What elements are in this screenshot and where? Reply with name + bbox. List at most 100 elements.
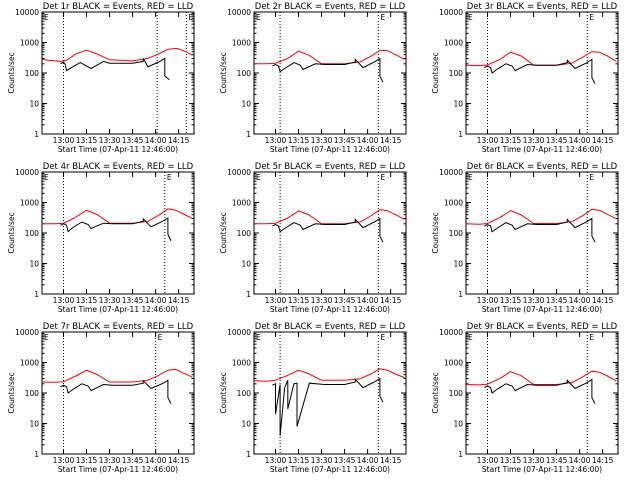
x-tick-label: 14:00 bbox=[357, 136, 379, 145]
y-tick-label: 10000 bbox=[439, 328, 463, 337]
detector-panel: Det 1r BLACK = Events, RED = LLD 1 10 100 10… bbox=[7, 2, 195, 154]
x-axis-label: Start Time (07-Apr-11 12:46:00) bbox=[270, 145, 390, 154]
lld-series-line bbox=[465, 370, 617, 386]
x-tick-label: 13:00 bbox=[477, 136, 499, 145]
flag-label: E bbox=[589, 333, 594, 342]
x-tick-label: 14:15 bbox=[380, 136, 402, 145]
detector-panel: Det 2r BLACK = Events, RED = LLD 1 10 100 10… bbox=[219, 2, 407, 154]
y-tick-label: 1000 bbox=[20, 359, 39, 368]
events-series-line bbox=[60, 217, 172, 242]
x-tick-label: 14:00 bbox=[569, 456, 591, 465]
y-tick-label: 1000 bbox=[444, 359, 463, 368]
flag-label: E bbox=[468, 333, 473, 342]
flag-label: E bbox=[380, 13, 385, 22]
events-series-line bbox=[60, 379, 172, 404]
y-axis-label: Counts/sec bbox=[431, 52, 440, 93]
y-tick-label: 10000 bbox=[227, 8, 251, 17]
events-series-line bbox=[272, 57, 384, 83]
y-axis-label: Counts/sec bbox=[7, 52, 16, 93]
y-tick-label: 1000 bbox=[444, 39, 463, 48]
panel-title: Det 3r BLACK = Events, RED = LLD bbox=[467, 2, 618, 12]
x-axis-label: Start Time (07-Apr-11 12:46:00) bbox=[58, 145, 178, 154]
flag-label: E bbox=[468, 13, 473, 22]
x-tick-label: 14:00 bbox=[569, 136, 591, 145]
x-axis-label: Start Time (07-Apr-11 12:46:00) bbox=[270, 465, 390, 474]
y-tick-label: 1 bbox=[246, 290, 251, 299]
y-axis-label: Counts/sec bbox=[219, 212, 228, 253]
panel-title: Det 8r BLACK = Events, RED = LLD bbox=[255, 322, 406, 332]
x-tick-label: 13:00 bbox=[265, 296, 287, 305]
flag-label: E bbox=[44, 13, 49, 22]
x-axis-label: Start Time (07-Apr-11 12:46:00) bbox=[482, 305, 602, 314]
lld-series-line bbox=[254, 209, 405, 225]
y-axis-label: Counts/sec bbox=[7, 212, 16, 253]
y-tick-label: 1000 bbox=[20, 199, 39, 208]
detector-panel: Det 6r BLACK = Events, RED = LLD 1 10 100 10… bbox=[431, 162, 619, 314]
y-tick-label: 10000 bbox=[227, 168, 251, 177]
x-tick-label: 13:45 bbox=[546, 136, 568, 145]
y-tick-label: 100 bbox=[237, 69, 252, 78]
detector-panel: Det 5r BLACK = Events, RED = LLD 1 10 100 10… bbox=[219, 162, 407, 314]
detector-panel: Det 8r BLACK = Events, RED = LLD 1 10 100 10… bbox=[219, 322, 407, 474]
x-tick-label: 14:15 bbox=[592, 136, 614, 145]
y-tick-label: 1 bbox=[458, 130, 463, 139]
x-tick-label: 13:30 bbox=[99, 456, 121, 465]
lld-series-line bbox=[41, 47, 193, 62]
y-tick-label: 1 bbox=[246, 450, 251, 459]
detector-panel: Det 4r BLACK = Events, RED = LLD 1 10 100 10… bbox=[7, 162, 195, 314]
flag-label: E bbox=[589, 173, 594, 182]
y-axis-label: Counts/sec bbox=[219, 372, 228, 413]
plot-frame bbox=[41, 11, 195, 135]
x-axis-label: Start Time (07-Apr-11 12:46:00) bbox=[58, 465, 178, 474]
panel-title: Det 2r BLACK = Events, RED = LLD bbox=[255, 2, 406, 12]
y-tick-label: 10 bbox=[241, 100, 251, 109]
x-tick-label: 13:30 bbox=[311, 136, 333, 145]
flag-label: E bbox=[380, 173, 385, 182]
x-tick-label: 13:15 bbox=[288, 136, 310, 145]
x-tick-label: 13:15 bbox=[500, 136, 522, 145]
x-tick-label: 13:00 bbox=[53, 296, 75, 305]
events-series-line bbox=[272, 217, 384, 243]
x-tick-label: 14:15 bbox=[168, 456, 190, 465]
plot-frame bbox=[465, 171, 619, 295]
y-tick-label: 10 bbox=[453, 420, 463, 429]
flag-label: E bbox=[380, 333, 385, 342]
y-tick-label: 10000 bbox=[227, 328, 251, 337]
flag-label: E bbox=[589, 13, 594, 22]
x-tick-label: 13:30 bbox=[311, 296, 333, 305]
y-tick-label: 10000 bbox=[15, 8, 39, 17]
x-axis-label: Start Time (07-Apr-11 12:46:00) bbox=[482, 145, 602, 154]
x-tick-label: 13:45 bbox=[122, 136, 144, 145]
x-axis-label: Start Time (07-Apr-11 12:46:00) bbox=[58, 305, 178, 314]
x-tick-label: 13:45 bbox=[546, 296, 568, 305]
y-tick-label: 10000 bbox=[439, 168, 463, 177]
y-tick-label: 1 bbox=[34, 290, 39, 299]
x-tick-label: 14:00 bbox=[569, 296, 591, 305]
y-tick-label: 1000 bbox=[232, 359, 251, 368]
y-tick-label: 100 bbox=[25, 69, 40, 78]
x-tick-label: 14:15 bbox=[592, 296, 614, 305]
y-axis-label: Counts/sec bbox=[219, 52, 228, 93]
events-series-line bbox=[60, 57, 170, 81]
x-tick-label: 13:30 bbox=[99, 296, 121, 305]
x-tick-label: 13:00 bbox=[53, 136, 75, 145]
panel-title: Det 6r BLACK = Events, RED = LLD bbox=[467, 162, 618, 172]
y-tick-label: 1 bbox=[34, 130, 39, 139]
y-tick-label: 100 bbox=[25, 389, 40, 398]
events-series-line bbox=[484, 217, 596, 243]
x-tick-label: 13:45 bbox=[334, 296, 356, 305]
y-tick-label: 1000 bbox=[444, 199, 463, 208]
x-tick-label: 14:00 bbox=[145, 456, 167, 465]
y-tick-label: 100 bbox=[449, 389, 464, 398]
x-tick-label: 13:45 bbox=[334, 456, 356, 465]
x-tick-label: 13:30 bbox=[523, 456, 545, 465]
plot-frame bbox=[253, 11, 407, 135]
x-tick-label: 13:45 bbox=[546, 456, 568, 465]
plot-frame bbox=[253, 331, 407, 455]
x-tick-label: 13:15 bbox=[76, 296, 98, 305]
detector-panel: Det 9r BLACK = Events, RED = LLD 1 10 100 10… bbox=[431, 322, 619, 474]
flag-label: E bbox=[167, 173, 172, 182]
y-tick-label: 10 bbox=[29, 100, 39, 109]
y-tick-label: 100 bbox=[237, 229, 252, 238]
